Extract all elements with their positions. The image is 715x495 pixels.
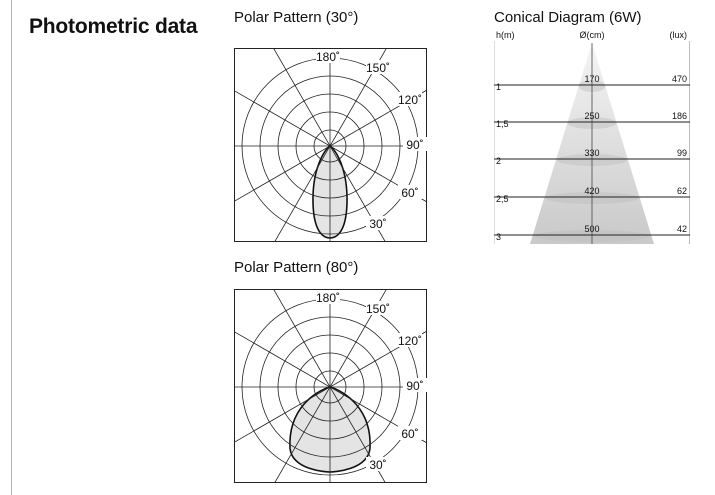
polar30-angle-label: 90˚ bbox=[406, 138, 423, 152]
polar80-angle-label: 150˚ bbox=[366, 302, 390, 316]
polar30-angle-label: 60˚ bbox=[401, 186, 418, 200]
conical-row-height: 2,5 bbox=[496, 194, 509, 204]
polar80-angle-label: 90˚ bbox=[406, 379, 423, 393]
conical-row-height: 3 bbox=[496, 232, 501, 242]
polar30-angle-label: 150˚ bbox=[366, 61, 390, 75]
section-title: Photometric data bbox=[29, 15, 198, 38]
conical-header-lux: (lux) bbox=[670, 30, 688, 40]
polar-pattern-30: 180˚ 150˚ 120˚ 90˚ 60˚ 30˚ bbox=[234, 48, 427, 242]
conical-row-height: 2 bbox=[496, 156, 501, 166]
conical-title: Conical Diagram (6W) bbox=[494, 9, 642, 26]
polar-30-title: Polar Pattern (30°) bbox=[234, 9, 359, 26]
polar30-angle-label: 120˚ bbox=[398, 93, 422, 107]
conical-row-lux: 99 bbox=[677, 148, 687, 158]
polar80-angle-label: 120˚ bbox=[398, 334, 422, 348]
conical-row-height: 1 bbox=[496, 82, 501, 92]
left-border-line bbox=[11, 0, 12, 495]
polar-pattern-80: 180˚ 150˚ 120˚ 90˚ 60˚ 30˚ bbox=[234, 289, 427, 483]
polar30-angle-label: 30˚ bbox=[369, 217, 386, 231]
conical-row-lux: 42 bbox=[677, 224, 687, 234]
conical-row-lux: 186 bbox=[672, 111, 687, 121]
conical-row-height: 1,5 bbox=[496, 119, 509, 129]
conical-header-d: Ø(cm) bbox=[580, 30, 605, 40]
polar30-angle-label: 180˚ bbox=[316, 50, 340, 64]
conical-row-lux: 470 bbox=[672, 74, 687, 84]
polar80-angle-label: 30˚ bbox=[369, 458, 386, 472]
polar80-angle-label: 60˚ bbox=[401, 427, 418, 441]
polar-80-title: Polar Pattern (80°) bbox=[234, 259, 359, 276]
conical-row-lux: 62 bbox=[677, 186, 687, 196]
conical-header-h: h(m) bbox=[496, 30, 515, 40]
polar80-angle-label: 180˚ bbox=[316, 291, 340, 305]
